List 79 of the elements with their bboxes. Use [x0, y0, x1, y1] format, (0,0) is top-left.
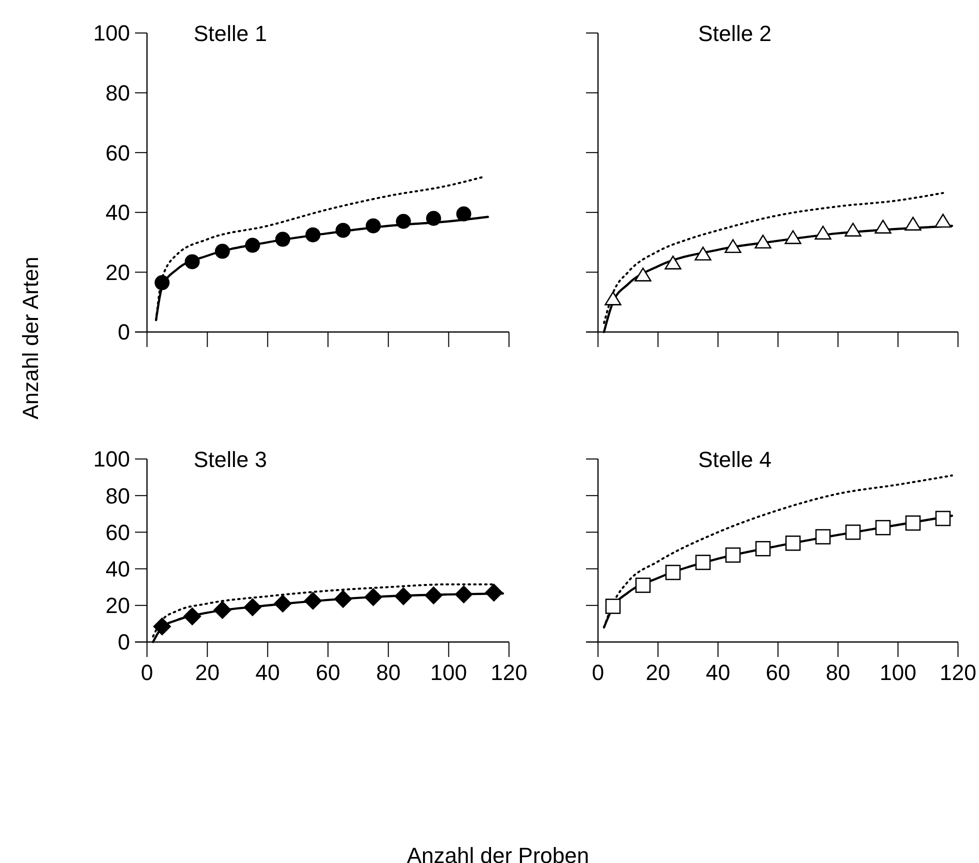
point: [694, 246, 712, 261]
point: [845, 524, 861, 540]
x-tick-label: 120: [490, 660, 528, 685]
point: [844, 222, 862, 237]
point: [304, 592, 322, 610]
point: [456, 206, 472, 222]
point: [605, 598, 621, 614]
y-tick-label: 80: [106, 80, 130, 106]
chart-title: Stelle 1: [194, 21, 267, 46]
y-tick-label: 100: [93, 20, 130, 46]
point: [875, 520, 891, 536]
chart-title: Stelle 2: [698, 21, 772, 46]
chart-title: Stelle 4: [698, 447, 772, 472]
x-tick-label: 20: [646, 660, 670, 685]
point: [604, 291, 622, 306]
y-axis-title: Anzahl der Arten: [18, 256, 43, 420]
point: [214, 244, 230, 259]
point: [785, 536, 801, 551]
point: [274, 594, 292, 612]
point: [334, 590, 352, 608]
chart-title: Stelle 3: [194, 447, 267, 472]
point: [214, 601, 232, 619]
point: [665, 564, 681, 580]
point: [725, 547, 741, 563]
y-tick-label: 0: [118, 630, 130, 655]
point: [784, 230, 802, 244]
y-tick-label: 60: [106, 520, 130, 545]
point: [934, 214, 952, 228]
x-tick-label: 100: [880, 660, 916, 685]
point: [454, 586, 473, 604]
point: [664, 256, 682, 270]
point: [154, 275, 170, 290]
point: [364, 588, 382, 606]
point: [275, 232, 290, 247]
point: [153, 618, 171, 636]
point: [305, 227, 320, 242]
y-tick-label: 20: [106, 260, 130, 285]
x-tick-label: 40: [706, 660, 730, 685]
x-tick-label: 0: [140, 660, 154, 685]
point: [814, 226, 832, 240]
x-tick-label: 80: [826, 660, 850, 685]
x-tick-label: 0: [592, 660, 604, 685]
point: [935, 510, 951, 526]
point: [634, 268, 652, 282]
point: [396, 214, 411, 229]
point: [905, 515, 921, 531]
y-tick-label: 40: [106, 200, 130, 226]
y-tick-label: 20: [106, 593, 130, 618]
point: [183, 607, 202, 626]
y-tick-label: 60: [106, 140, 130, 166]
y-tick-label: 100: [93, 446, 130, 472]
point: [724, 239, 742, 254]
point: [366, 218, 381, 234]
point: [184, 254, 200, 270]
point: [424, 586, 442, 604]
point: [874, 220, 892, 234]
point: [815, 529, 831, 544]
point: [635, 578, 651, 593]
x-tick-label: 60: [316, 660, 340, 685]
y-tick-label: 0: [118, 320, 130, 345]
point: [755, 541, 771, 556]
point: [904, 216, 922, 231]
point: [394, 587, 412, 606]
x-tick-label: 40: [255, 660, 280, 685]
point: [754, 234, 772, 249]
x-tick-label: 120: [940, 660, 976, 685]
point: [336, 222, 351, 238]
x-tick-label: 100: [430, 660, 468, 685]
x-tick-label: 80: [376, 660, 401, 685]
y-tick-label: 40: [106, 556, 130, 582]
x-tick-label: 20: [195, 660, 220, 685]
point: [485, 584, 503, 602]
point: [244, 598, 262, 616]
x-axis-title: Anzahl der Proben: [406, 843, 590, 863]
point: [245, 238, 260, 253]
point: [695, 554, 711, 570]
x-tick-label: 60: [766, 660, 790, 685]
y-tick-label: 80: [106, 483, 130, 508]
point: [426, 210, 442, 226]
